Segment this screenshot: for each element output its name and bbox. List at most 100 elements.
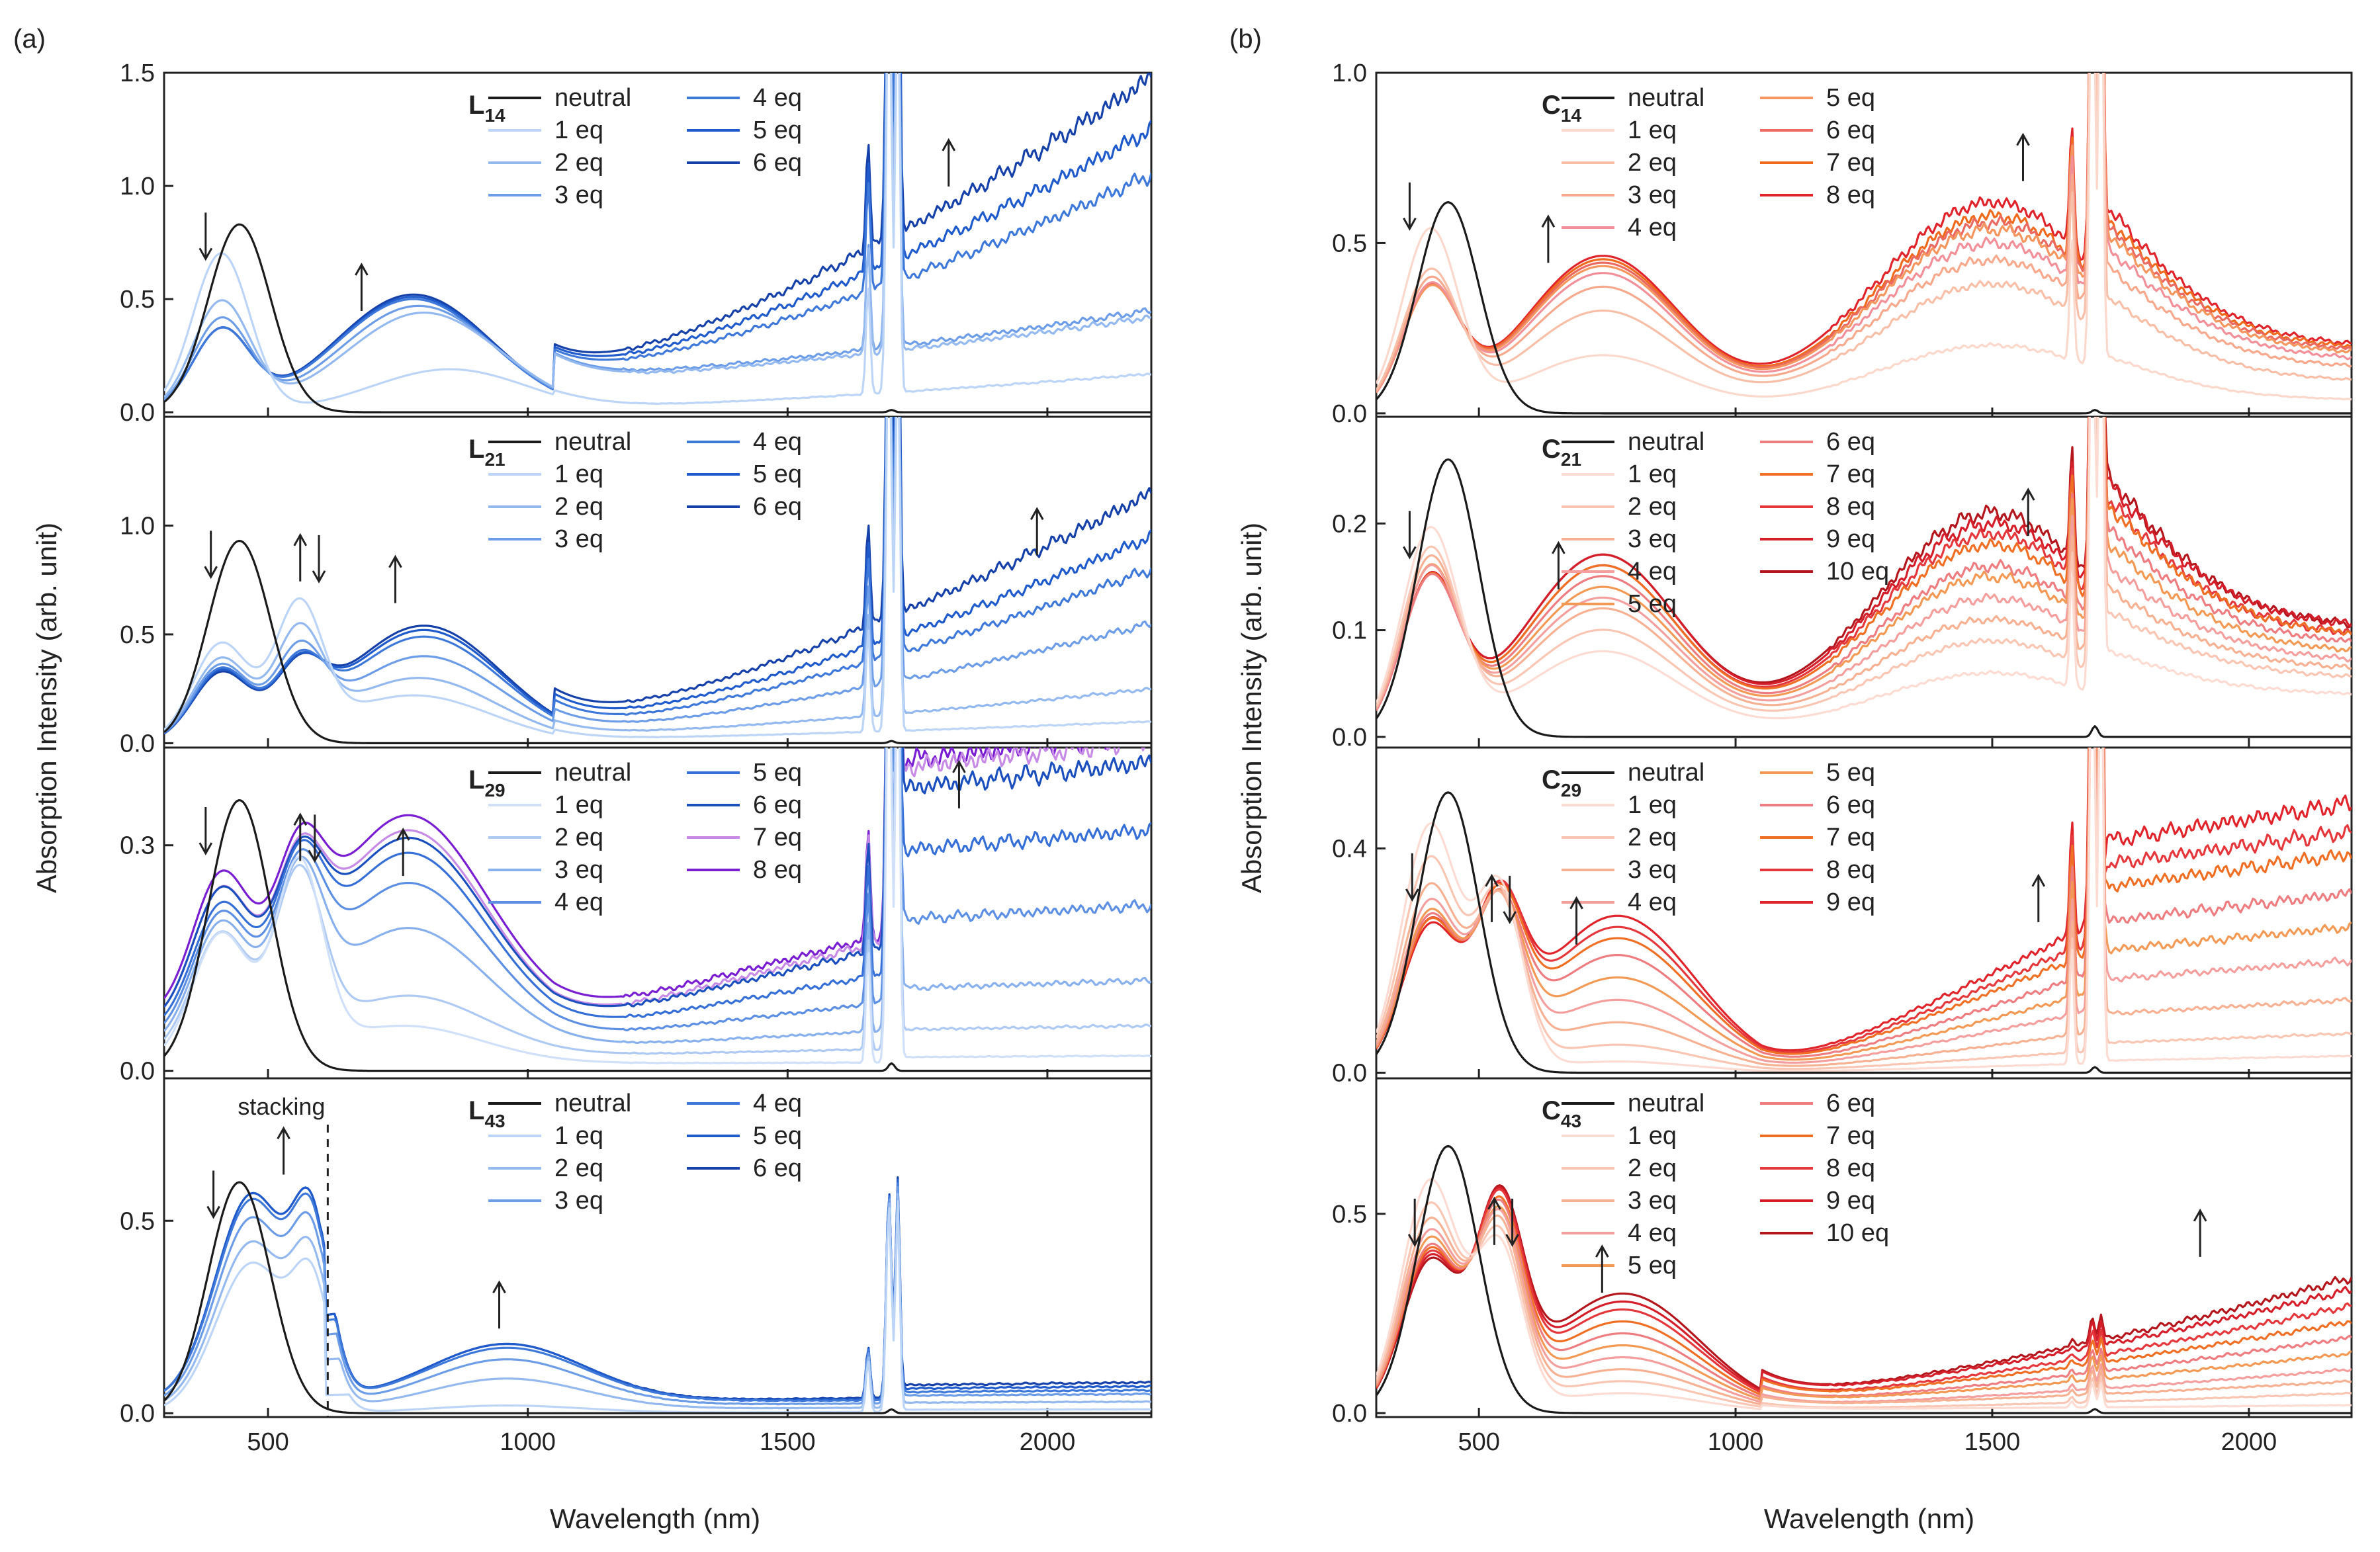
chart-C21: 0.0 0.1 0.2 C21 neutral 1 eq 2 eq 3 eq 4 eq 5 eq 6…	[1332, 415, 2353, 752]
plot-frame	[163, 746, 1153, 1080]
series-line-4-eq	[1376, 417, 2352, 710]
legend-label: 9 eq	[1826, 1187, 1875, 1215]
chart-L43: 0.0 0.5 500 1000 1500 2000 L43 neutral 1 eq 2 eq 3…	[120, 1077, 1153, 1456]
legend-label: 8 eq	[1826, 1154, 1875, 1182]
series-group	[164, 1176, 1151, 1414]
series-line-1-eq	[1376, 73, 2352, 401]
legend-label: 4 eq	[1628, 558, 1677, 585]
legend-label: neutral	[554, 1090, 631, 1117]
panel-label: L43	[468, 1096, 506, 1131]
series-line-2-eq	[1376, 748, 2352, 1070]
series-line-2-eq	[164, 73, 1151, 398]
legend-label: 4 eq	[753, 1090, 802, 1117]
x-tick-label: 1500	[1964, 1428, 2021, 1456]
y-tick-label: 1.5	[120, 60, 155, 87]
legend-label: 2 eq	[1628, 493, 1677, 521]
y-tick-label: 0.2	[1332, 510, 1367, 538]
series-line-neutral	[164, 1181, 1151, 1414]
series-line-6-eq	[164, 73, 1151, 402]
series-line-1-eq	[1376, 417, 2352, 720]
arrow-head	[952, 759, 966, 773]
arrow-head	[1569, 896, 1583, 910]
y-tick-label: 1.0	[120, 512, 155, 540]
legend-label: neutral	[1628, 759, 1704, 787]
stacking-label: stacking	[238, 1093, 325, 1120]
legend-label: 10 eq	[1826, 1219, 1889, 1247]
series-group	[1376, 73, 2352, 415]
x-axis-label-right: Wavelength (nm)	[1764, 1503, 1974, 1534]
legend-label: 7 eq	[1826, 149, 1875, 177]
legend-label: 6 eq	[753, 1154, 802, 1182]
y-tick-label: 0.0	[120, 1058, 155, 1086]
panel-label: C29	[1542, 765, 1581, 800]
panel-label: C14	[1542, 91, 1581, 126]
chart-L29: 0.0 0.3 L29 neutral 1 eq 2 eq 3 eq 4 eq 5 eq 6 eq…	[120, 746, 1153, 1086]
arrow-head	[312, 570, 326, 583]
series-group	[1376, 748, 2352, 1074]
arrow-head	[198, 247, 213, 261]
arrow-head	[2016, 132, 2030, 146]
legend-label: 1 eq	[554, 791, 603, 819]
legend-label: 2 eq	[554, 1154, 603, 1182]
legend-label: 3 eq	[554, 1187, 603, 1215]
legend-label: 6 eq	[1826, 428, 1875, 456]
legend-label: 7 eq	[1826, 824, 1875, 851]
legend-label: 5 eq	[1826, 84, 1875, 112]
arrow-head	[293, 533, 308, 546]
series-line-2-eq	[164, 417, 1151, 733]
arrow-head	[2031, 873, 2046, 887]
arrow-head	[293, 812, 308, 826]
x-tick-label: 2000	[1020, 1428, 1076, 1456]
legend-label: 6 eq	[1826, 116, 1875, 144]
legend-label: neutral	[1628, 428, 1704, 456]
legend-label: 4 eq	[554, 888, 603, 916]
legend-label: 1 eq	[1628, 791, 1677, 819]
plot-frame	[1375, 1077, 2353, 1418]
legend-label: 6 eq	[1826, 791, 1875, 819]
series-line-neutral	[1376, 1144, 2352, 1414]
series-group	[164, 748, 1151, 1072]
y-tick-label: 1.0	[120, 173, 155, 200]
x-tick-label: 1500	[760, 1428, 816, 1456]
legend-label: 8 eq	[1826, 181, 1875, 209]
x-tick-label: 500	[247, 1428, 288, 1456]
series-line-2-eq	[1376, 1201, 2352, 1409]
legend-label: 4 eq	[1628, 214, 1677, 241]
series-line-neutral	[164, 539, 1151, 744]
x-axis-label-left: Wavelength (nm)	[550, 1503, 760, 1534]
legend-label: 8 eq	[1826, 856, 1875, 884]
arrow-head	[1403, 546, 1417, 560]
legend-label: 7 eq	[1826, 460, 1875, 488]
series-line-6-eq	[164, 1176, 1151, 1401]
y-tick-label: 0.3	[120, 832, 155, 860]
series-line-7-eq	[1376, 748, 2352, 1055]
legend-label: 6 eq	[1826, 1090, 1875, 1117]
series-line-2-eq	[1376, 417, 2352, 712]
legend-label: neutral	[1628, 84, 1704, 112]
legend-label: 10 eq	[1826, 558, 1889, 585]
y-tick-label: 0.4	[1332, 836, 1367, 863]
series-line-9-eq	[1376, 748, 2352, 1052]
panels: 0.0 0.5 1.0 1.5 L14 neutral 1 eq 2 eq 3 eq 4 eq 5 …	[120, 60, 2353, 1456]
legend-label: 3 eq	[1628, 525, 1677, 553]
series-line-9-eq	[1376, 1186, 2352, 1392]
series-line-7-eq	[1376, 1195, 2352, 1396]
legend-label: 4 eq	[753, 428, 802, 456]
legend-label: 3 eq	[554, 856, 603, 884]
legend-label: 5 eq	[1628, 590, 1677, 618]
series-line-neutral	[1376, 201, 2352, 415]
arrow-head	[204, 566, 218, 580]
legend-label: 2 eq	[554, 149, 603, 177]
legend-label: 2 eq	[1628, 1154, 1677, 1182]
arrow-head	[1403, 218, 1417, 231]
y-tick-label: 0.5	[120, 1207, 155, 1235]
legend-label: neutral	[554, 84, 631, 112]
legend-label: 1 eq	[554, 116, 603, 144]
x-tick-label: 1000	[500, 1428, 556, 1456]
series-line-1-eq	[164, 1200, 1151, 1414]
series-line-8-eq	[1376, 748, 2352, 1054]
series-line-9-eq	[1376, 417, 2352, 711]
arrow-head	[2193, 1208, 2207, 1222]
legend-label: 1 eq	[554, 1122, 603, 1150]
panel-label: L14	[468, 91, 506, 126]
